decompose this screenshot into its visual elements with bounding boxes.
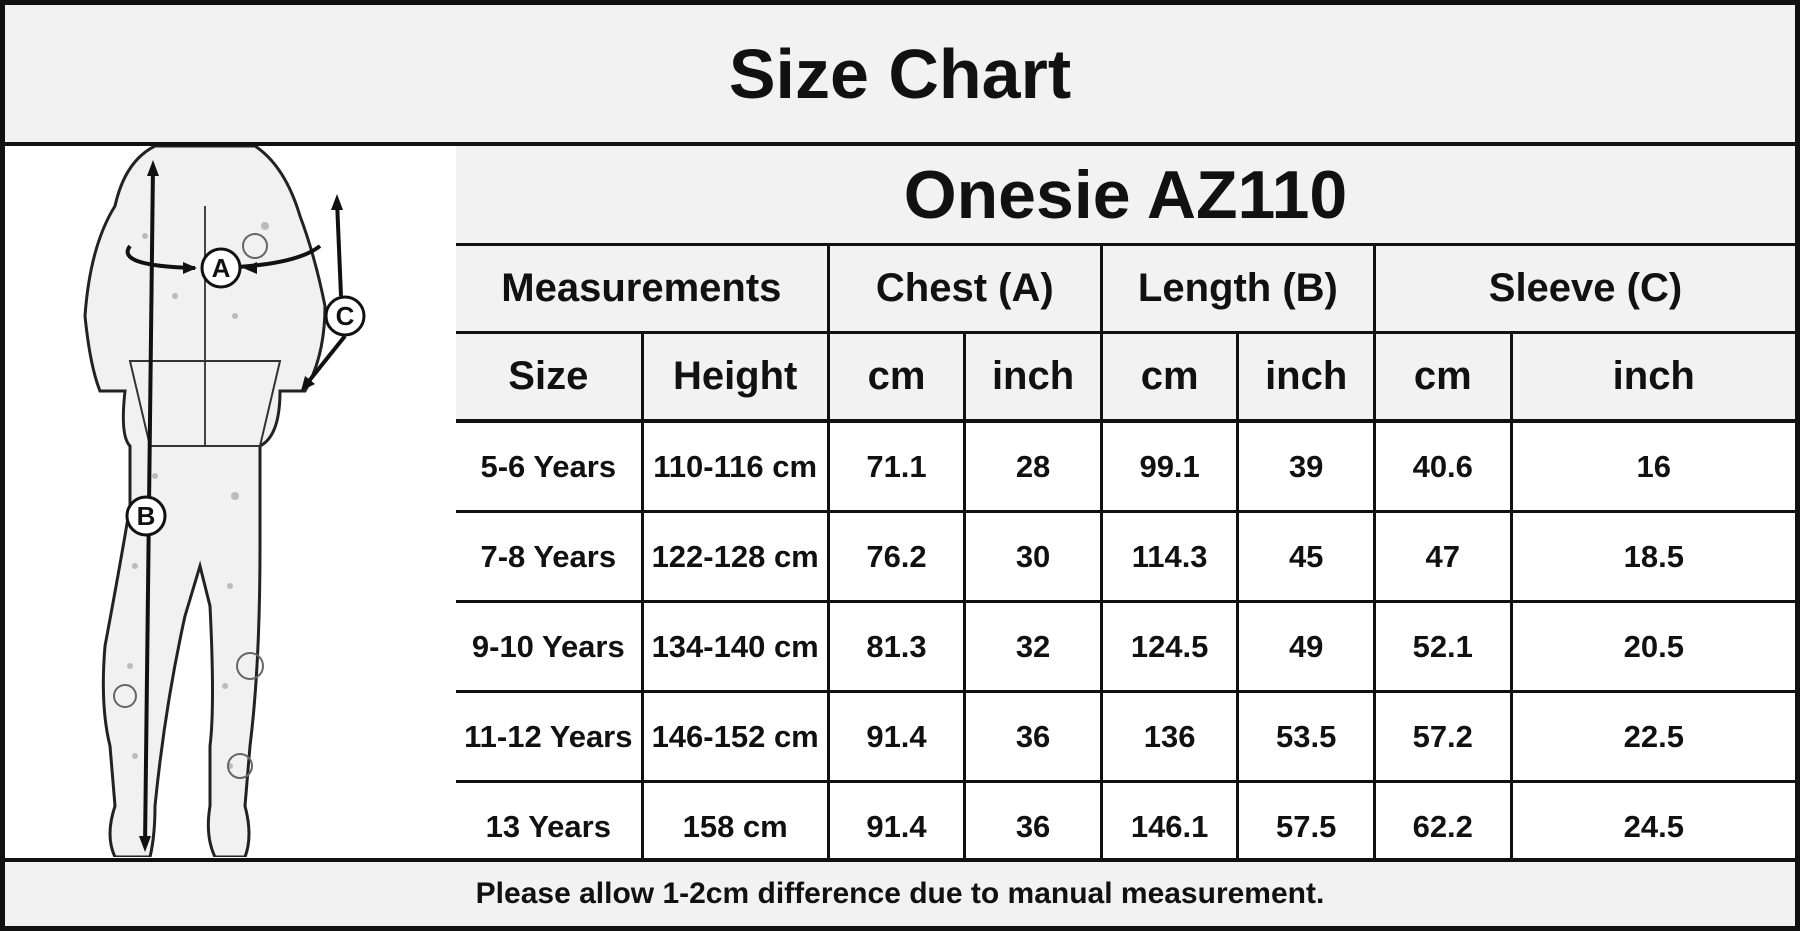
length-arrow-head-top (147, 160, 159, 176)
cell-length-inch: 53.5 (1236, 690, 1376, 783)
svg-text:C: C (336, 301, 355, 331)
cell-chest-cm: 76.2 (826, 510, 967, 603)
cell-length-inch: 49 (1236, 600, 1376, 693)
header-height: Height (640, 331, 830, 423)
cell-length-cm: 146.1 (1099, 780, 1240, 870)
size-table: Onesie AZ110 Measurements Chest (A) Leng… (456, 146, 1795, 870)
pocket-outline (128, 360, 282, 447)
cell-chest-inch: 32 (963, 600, 1103, 693)
cell-chest-cm: 91.4 (826, 780, 967, 870)
marker-c: C (324, 295, 366, 337)
star-pattern (113, 233, 268, 779)
cell-sleeve-inch: 18.5 (1509, 510, 1795, 603)
cell-height: 158 cm (640, 780, 830, 870)
sleeve-arrow-head-bottom (301, 376, 315, 391)
cell-chest-cm: 81.3 (826, 600, 967, 693)
cell-size: 11-12 Years (456, 690, 644, 783)
header-chest-cm: cm (826, 331, 967, 423)
chest-arrow-head-right (243, 262, 257, 274)
sleeve-arrow-head-top (331, 194, 343, 210)
cell-height: 122-128 cm (640, 510, 830, 603)
cell-height: 146-152 cm (640, 690, 830, 783)
garment-figure: A B C (5, 146, 460, 857)
cell-chest-inch: 30 (963, 510, 1103, 603)
length-arrow-head-bottom (139, 836, 151, 852)
table-row: 5-6 Years 110-116 cm 71.1 28 99.1 39 40.… (456, 419, 1795, 513)
cell-sleeve-cm: 40.6 (1372, 419, 1513, 513)
svg-text:B: B (137, 501, 156, 531)
header-sleeve-cm: cm (1372, 331, 1513, 423)
cell-length-inch: 45 (1236, 510, 1376, 603)
marker-b: B (125, 495, 167, 537)
header-sleeve-inch: inch (1509, 331, 1795, 423)
cell-length-cm: 136 (1099, 690, 1240, 783)
cell-size: 5-6 Years (456, 419, 644, 513)
table-row: 9-10 Years 134-140 cm 81.3 32 124.5 49 5… (456, 600, 1795, 693)
cell-sleeve-inch: 20.5 (1509, 600, 1795, 693)
onesie-illustration: A B C (83, 146, 366, 857)
cell-chest-inch: 28 (963, 419, 1103, 513)
table-row: 7-8 Years 122-128 cm 76.2 30 114.3 45 47… (456, 510, 1795, 603)
page-title: Size Chart (5, 5, 1795, 146)
cell-sleeve-cm: 47 (1372, 510, 1513, 603)
cell-length-inch: 39 (1236, 419, 1376, 513)
cell-length-inch: 57.5 (1236, 780, 1376, 870)
header-chest-inch: inch (963, 331, 1103, 423)
header-length: Length (B) (1099, 243, 1376, 334)
table-row: 13 Years 158 cm 91.4 36 146.1 57.5 62.2 … (456, 780, 1795, 870)
header-length-inch: inch (1236, 331, 1376, 423)
cell-sleeve-inch: 22.5 (1509, 690, 1795, 783)
cell-size: 9-10 Years (456, 600, 644, 693)
sleeve-arrow-upper (335, 200, 343, 297)
cell-sleeve-inch: 24.5 (1509, 780, 1795, 870)
cell-height: 134-140 cm (640, 600, 830, 693)
header-measurements: Measurements (456, 243, 830, 334)
cell-length-cm: 124.5 (1099, 600, 1240, 693)
fleece-texture (127, 222, 269, 769)
table-row: 11-12 Years 146-152 cm 91.4 36 136 53.5 … (456, 690, 1795, 783)
cell-chest-cm: 71.1 (826, 419, 967, 513)
cell-chest-cm: 91.4 (826, 690, 967, 783)
product-name: Onesie AZ110 (456, 146, 1795, 246)
footer-note: Please allow 1-2cm difference due to man… (5, 858, 1795, 926)
header-length-cm: cm (1099, 331, 1240, 423)
chest-arrow-head-left (183, 262, 197, 274)
cell-height: 110-116 cm (640, 419, 830, 513)
header-size: Size (456, 331, 644, 423)
sleeve-arrow-lower (303, 334, 347, 388)
cell-size: 7-8 Years (456, 510, 644, 603)
cell-length-cm: 114.3 (1099, 510, 1240, 603)
svg-text:A: A (212, 253, 231, 283)
cell-sleeve-cm: 62.2 (1372, 780, 1513, 870)
marker-a: A (200, 247, 242, 289)
cell-length-cm: 99.1 (1099, 419, 1240, 513)
cell-sleeve-inch: 16 (1509, 419, 1795, 513)
cell-chest-inch: 36 (963, 690, 1103, 783)
cell-sleeve-cm: 57.2 (1372, 690, 1513, 783)
cell-sleeve-cm: 52.1 (1372, 600, 1513, 693)
header-chest: Chest (A) (826, 243, 1103, 334)
cell-chest-inch: 36 (963, 780, 1103, 870)
header-sleeve: Sleeve (C) (1372, 243, 1795, 334)
cell-size: 13 Years (456, 780, 644, 870)
